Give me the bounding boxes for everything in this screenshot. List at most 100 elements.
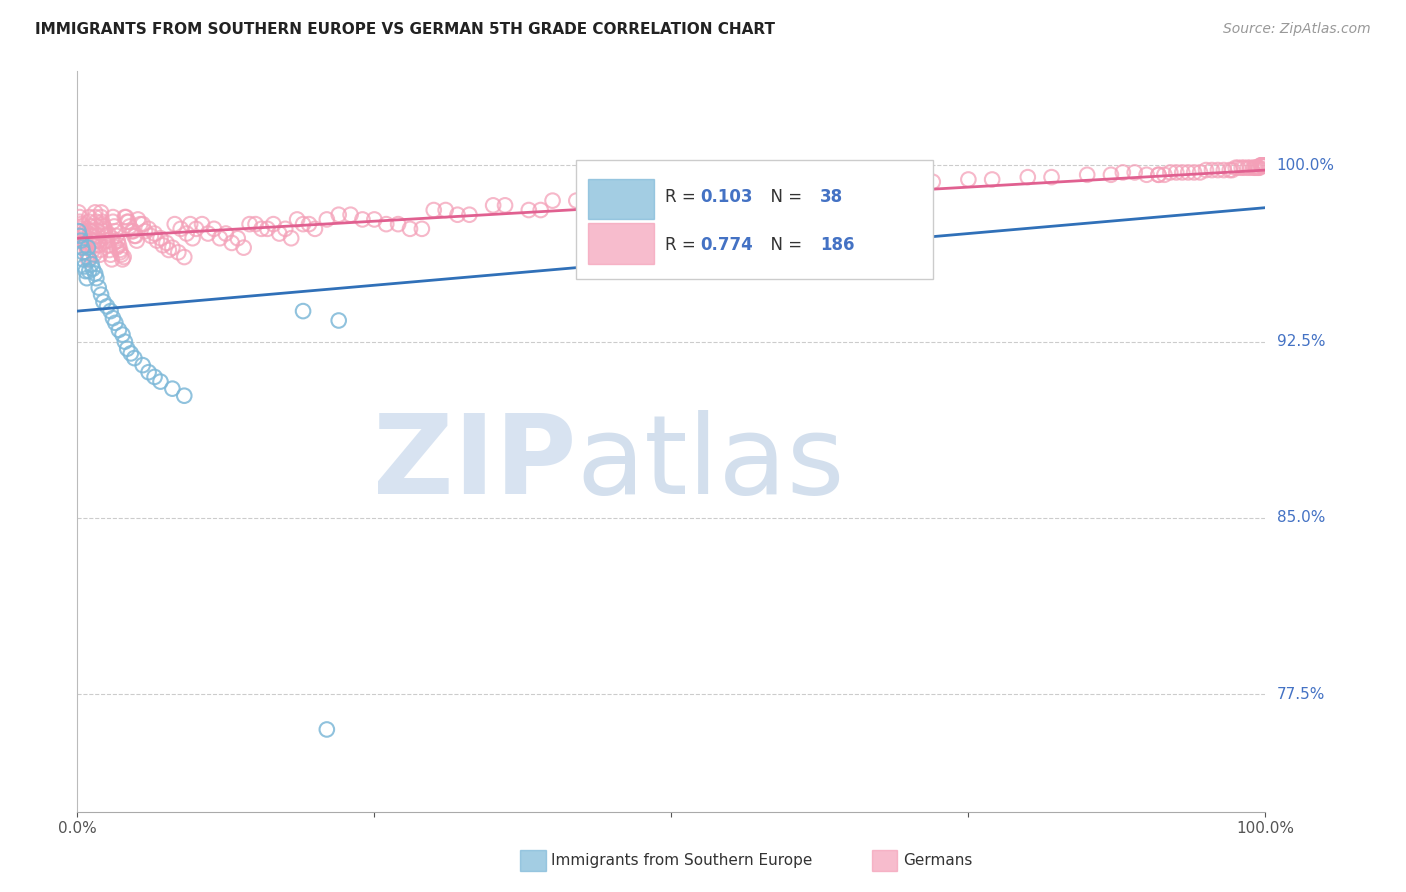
Point	[494, 198, 516, 212]
Point	[981, 172, 1004, 186]
Point	[80, 234, 103, 248]
Point	[70, 241, 93, 255]
Point	[744, 184, 766, 198]
Point	[458, 208, 481, 222]
Point	[127, 212, 149, 227]
Point	[262, 217, 284, 231]
Point	[921, 175, 943, 189]
Point	[446, 208, 468, 222]
Point	[70, 222, 93, 236]
Point	[94, 228, 117, 243]
Point	[104, 224, 127, 238]
Point	[86, 238, 108, 252]
Point	[72, 245, 94, 260]
Point	[76, 245, 98, 260]
Point	[114, 210, 136, 224]
Point	[83, 234, 105, 248]
Point	[191, 217, 214, 231]
Point	[77, 215, 100, 229]
Point	[90, 210, 112, 224]
Point	[1147, 168, 1170, 182]
Point	[115, 342, 138, 356]
Point	[1253, 158, 1275, 172]
Point	[1253, 158, 1275, 172]
Point	[72, 228, 94, 243]
Point	[87, 238, 110, 252]
Point	[75, 264, 97, 278]
Point	[121, 224, 143, 238]
Point	[1250, 158, 1272, 172]
Point	[565, 194, 588, 208]
Point	[72, 227, 94, 241]
Point	[77, 241, 100, 255]
Point	[82, 243, 104, 257]
Point	[69, 215, 91, 229]
Point	[1253, 158, 1275, 172]
Point	[131, 217, 153, 231]
Point	[399, 222, 422, 236]
Point	[101, 215, 124, 229]
Text: N =: N =	[761, 236, 808, 254]
Point	[215, 227, 238, 241]
Point	[69, 210, 91, 224]
Point	[1153, 168, 1175, 182]
Point	[162, 241, 184, 255]
Point	[115, 215, 138, 229]
Point	[352, 212, 374, 227]
Point	[89, 243, 111, 257]
Point	[1227, 161, 1250, 175]
Point	[70, 217, 93, 231]
Point	[111, 252, 134, 267]
Point	[98, 243, 121, 257]
Point	[1250, 158, 1272, 172]
Point	[803, 182, 825, 196]
Point	[77, 264, 100, 278]
Point	[423, 202, 446, 217]
Point	[1254, 158, 1277, 172]
Point	[73, 235, 96, 250]
Point	[898, 175, 921, 189]
Point	[1189, 165, 1212, 179]
Point	[108, 238, 131, 252]
Point	[186, 222, 208, 236]
Point	[221, 235, 243, 250]
Point	[181, 231, 204, 245]
Point	[1136, 168, 1159, 182]
Point	[143, 370, 166, 384]
Point	[84, 210, 107, 224]
Point	[661, 189, 683, 203]
Point	[1219, 163, 1241, 178]
Point	[862, 177, 884, 191]
Text: 100.0%: 100.0%	[1277, 158, 1334, 173]
Point	[613, 198, 636, 212]
Text: 38: 38	[820, 188, 844, 206]
Point	[105, 241, 128, 255]
Point	[124, 351, 146, 365]
Point	[1254, 158, 1277, 172]
Point	[117, 215, 139, 229]
Point	[1206, 163, 1229, 178]
Point	[124, 228, 146, 243]
Point	[280, 231, 302, 245]
Point	[110, 248, 132, 262]
Point	[269, 227, 291, 241]
Point	[69, 228, 91, 243]
Point	[245, 217, 267, 231]
Point	[107, 234, 129, 248]
Point	[292, 304, 315, 318]
Text: R =: R =	[665, 236, 702, 254]
Text: 92.5%: 92.5%	[1277, 334, 1324, 349]
Point	[143, 227, 166, 241]
Point	[89, 248, 111, 262]
Point	[1243, 161, 1265, 175]
Point	[79, 224, 101, 238]
Point	[77, 248, 100, 262]
Point	[162, 382, 184, 396]
Point	[1243, 161, 1265, 175]
Point	[1040, 170, 1063, 185]
Point	[79, 228, 101, 243]
Point	[232, 241, 254, 255]
Point	[176, 227, 198, 241]
Point	[101, 210, 124, 224]
Point	[129, 217, 152, 231]
